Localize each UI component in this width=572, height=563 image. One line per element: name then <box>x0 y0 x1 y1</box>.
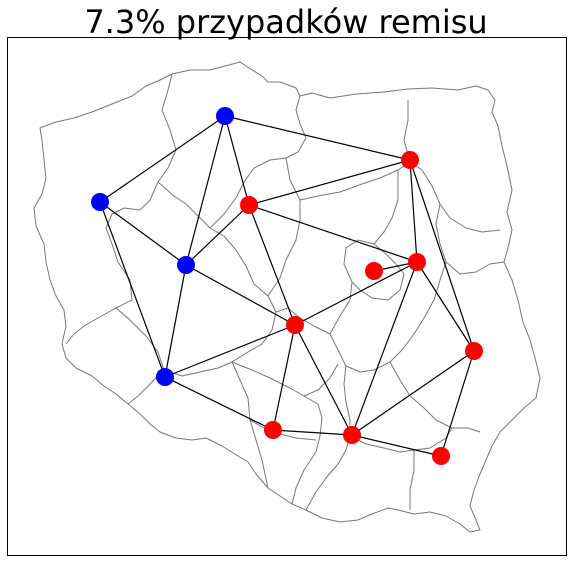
node-n8-red <box>408 253 426 271</box>
edge-n8-n11 <box>352 262 417 435</box>
edge-n7-n10 <box>273 325 295 430</box>
edge-n11-n13 <box>352 435 441 456</box>
node-n12-red <box>465 342 483 360</box>
node-n4-blue <box>156 368 174 386</box>
edge-n2-n4 <box>100 202 165 377</box>
node-n1-blue <box>216 107 234 125</box>
graph-nodes <box>91 107 483 465</box>
edge-n7-n11 <box>295 325 352 435</box>
country-border <box>34 62 540 532</box>
edge-n2-n3 <box>100 202 186 265</box>
edge-n6-n7 <box>249 205 295 325</box>
edge-n3-n4 <box>165 265 186 377</box>
node-n9-red <box>365 262 383 280</box>
voivodeship-borders <box>34 62 540 532</box>
edge-n8-n12 <box>417 262 474 351</box>
edge-n1-n5 <box>225 116 410 160</box>
edge-n4-n10 <box>165 377 273 430</box>
edge-n5-n8 <box>410 160 417 262</box>
node-n5-red <box>401 151 419 169</box>
edge-n10-n11 <box>273 430 352 435</box>
node-n7-red <box>286 316 304 334</box>
node-n13-red <box>432 447 450 465</box>
edge-n3-n7 <box>186 265 295 325</box>
edge-n11-n12 <box>352 351 474 435</box>
node-n11-red <box>343 426 361 444</box>
node-n2-blue <box>91 193 109 211</box>
node-n10-red <box>264 421 282 439</box>
node-n6-red <box>240 196 258 214</box>
edge-n4-n7 <box>165 325 295 377</box>
edge-n5-n6 <box>249 160 410 205</box>
node-n3-blue <box>177 256 195 274</box>
edge-n7-n8 <box>295 262 417 325</box>
plot-frame <box>8 38 567 556</box>
edge-n1-n6 <box>225 116 249 205</box>
edge-n6-n8 <box>249 205 417 262</box>
edge-n12-n13 <box>441 351 474 456</box>
